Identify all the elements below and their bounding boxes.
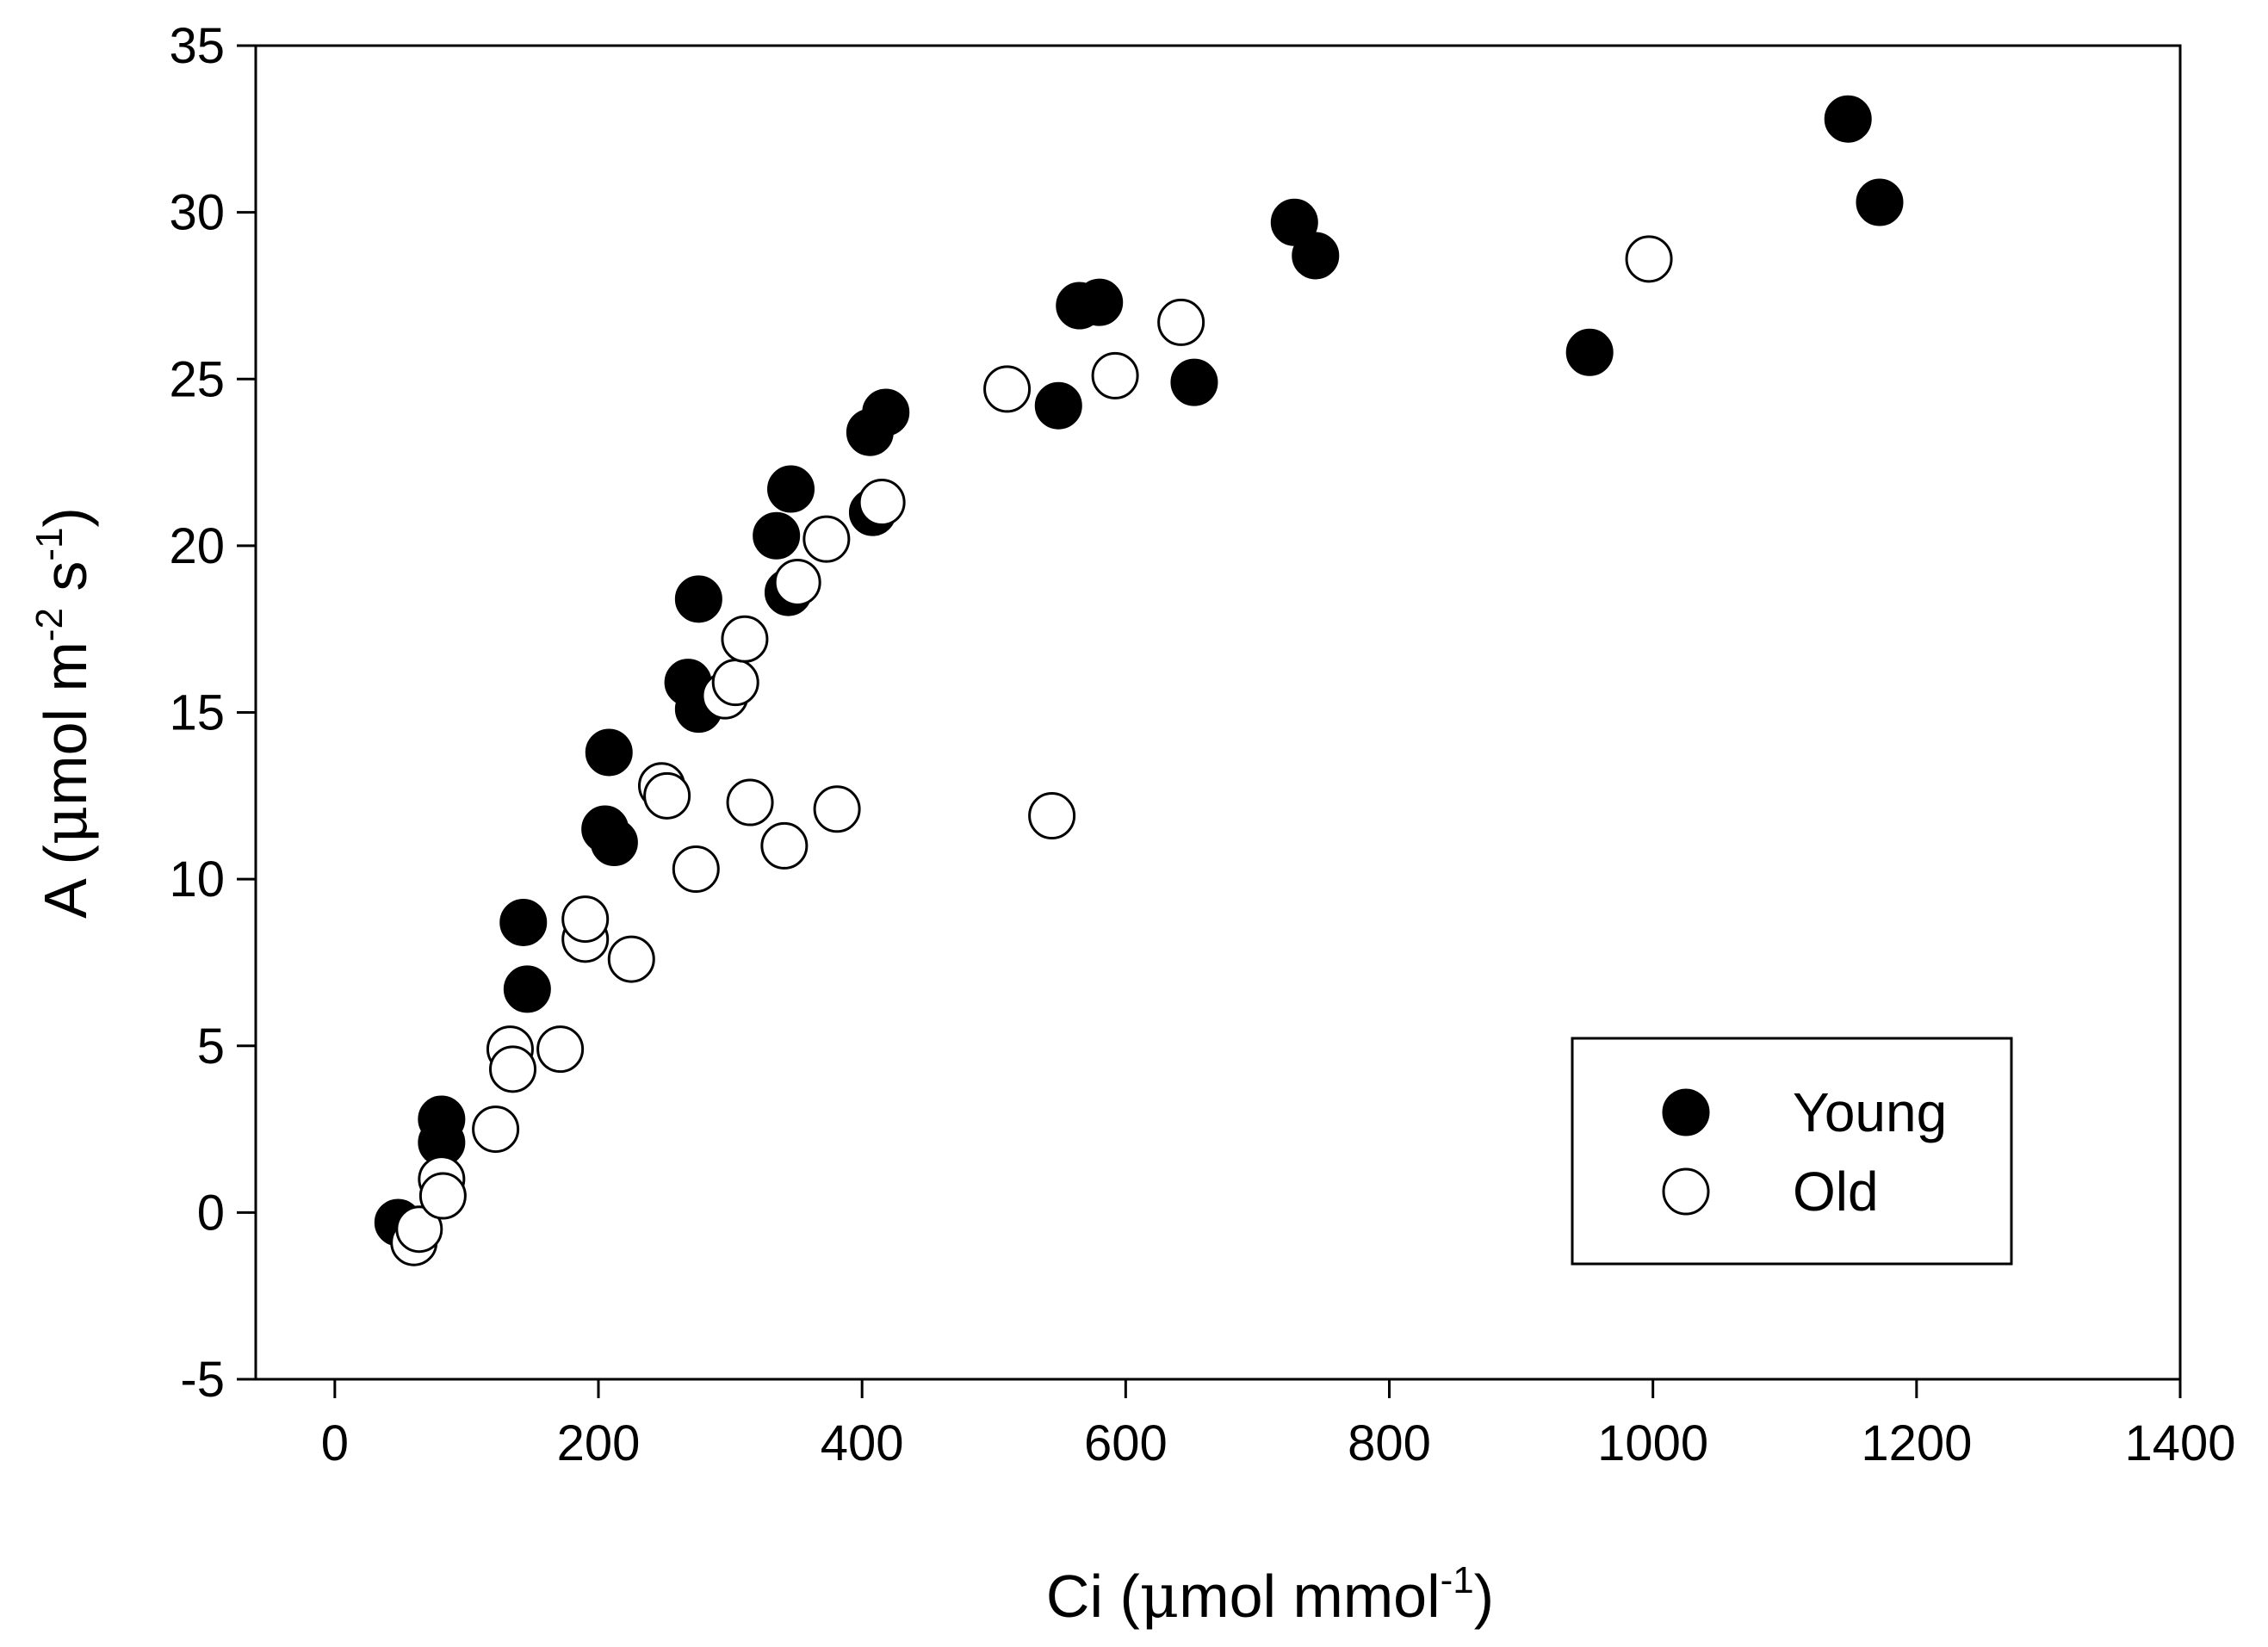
data-point-old [773,558,821,606]
x-tick-label: 600 [1084,1415,1168,1471]
legend-label-old: Old [1793,1161,1879,1223]
y-axis-title-unit-1: mol m [32,641,99,806]
data-points [374,95,1904,1266]
data-point-old [1091,351,1139,399]
data-point-young [1170,358,1218,406]
data-point-old [760,821,809,870]
data-point-old [418,1172,467,1220]
data-point-old [607,935,655,983]
y-axis-title-prefix: A ( [32,845,99,919]
y-tick-label: 10 [169,851,225,907]
x-axis-title-superscript: -1 [1441,1559,1474,1601]
x-tick-label: 800 [1348,1415,1431,1471]
data-point-young [1075,278,1124,326]
y-axis-title-superscript-2: -1 [28,527,71,560]
legend-marker-old [1662,1167,1710,1216]
y-axis-title-superscript-1: -2 [28,608,71,641]
data-point-old [726,778,774,827]
data-point-old [802,515,851,563]
data-point-young [1292,232,1340,280]
data-point-young [753,511,801,560]
y-axis-title-unit-2: s [32,561,99,608]
x-tick-label: 1200 [1861,1415,1972,1471]
series-young [374,95,1904,1247]
data-point-young [503,965,551,1013]
data-point-old [711,659,759,707]
legend: Young Old [1571,1037,2013,1266]
y-tick-label: 30 [169,185,225,241]
data-point-old [1625,235,1673,283]
data-point-old [643,771,691,820]
data-point-old [489,1045,537,1093]
data-point-young [590,819,638,867]
legend-marker-young [1662,1088,1710,1136]
data-point-young [499,898,548,946]
data-point-old [395,1205,443,1254]
x-tick-label: 0 [321,1415,349,1471]
x-axis-title-mu: μ [1140,1561,1180,1632]
x-tick-label: 1400 [2124,1415,2235,1471]
y-axis-ticks: -5 0 5 10 15 20 25 30 35 [169,18,256,1408]
x-axis-title-unit: mol mmol [1179,1563,1440,1630]
y-axis-title-mu: μ [30,806,101,845]
y-tick-label: 20 [169,518,225,574]
x-axis-title: Ci (μmol mmol-1) [1046,1559,1494,1632]
y-tick-label: -5 [180,1352,225,1408]
data-point-old [983,365,1032,413]
data-point-old [1028,792,1076,840]
series-old [390,235,1673,1266]
data-point-young [585,728,633,777]
data-point-young [767,465,815,513]
y-tick-label: 15 [169,685,225,741]
x-tick-label: 200 [557,1415,641,1471]
x-axis-title-prefix: Ci ( [1046,1563,1140,1630]
data-point-old [536,1025,585,1074]
data-point-old [561,895,610,944]
x-tick-label: 400 [821,1415,904,1471]
data-point-young [1565,328,1614,376]
y-tick-label: 5 [197,1019,225,1074]
y-tick-label: 35 [169,18,225,74]
data-point-old [721,615,769,663]
data-point-old [813,785,861,833]
x-tick-label: 1000 [1597,1415,1708,1471]
data-point-young [1856,178,1904,226]
data-point-old [858,479,906,527]
y-tick-label: 25 [169,351,225,407]
data-point-young [1034,381,1082,430]
data-point-old [1157,298,1205,346]
data-point-old [472,1105,520,1154]
data-point-old [672,845,720,894]
legend-box [1571,1037,2013,1266]
y-tick-label: 0 [197,1185,225,1241]
data-point-young [674,575,722,623]
x-axis-title-suffix: ) [1474,1563,1494,1630]
x-axis-ticks: 0 200 400 600 800 1000 1200 1400 [321,1379,2236,1471]
data-point-young [862,388,910,437]
legend-label-young: Young [1793,1081,1947,1143]
data-point-young [1824,95,1872,143]
y-axis-title-suffix: ) [32,507,99,527]
data-point-young [1270,198,1318,246]
y-axis-title: A (μmol m-2 s-1) [28,507,101,919]
